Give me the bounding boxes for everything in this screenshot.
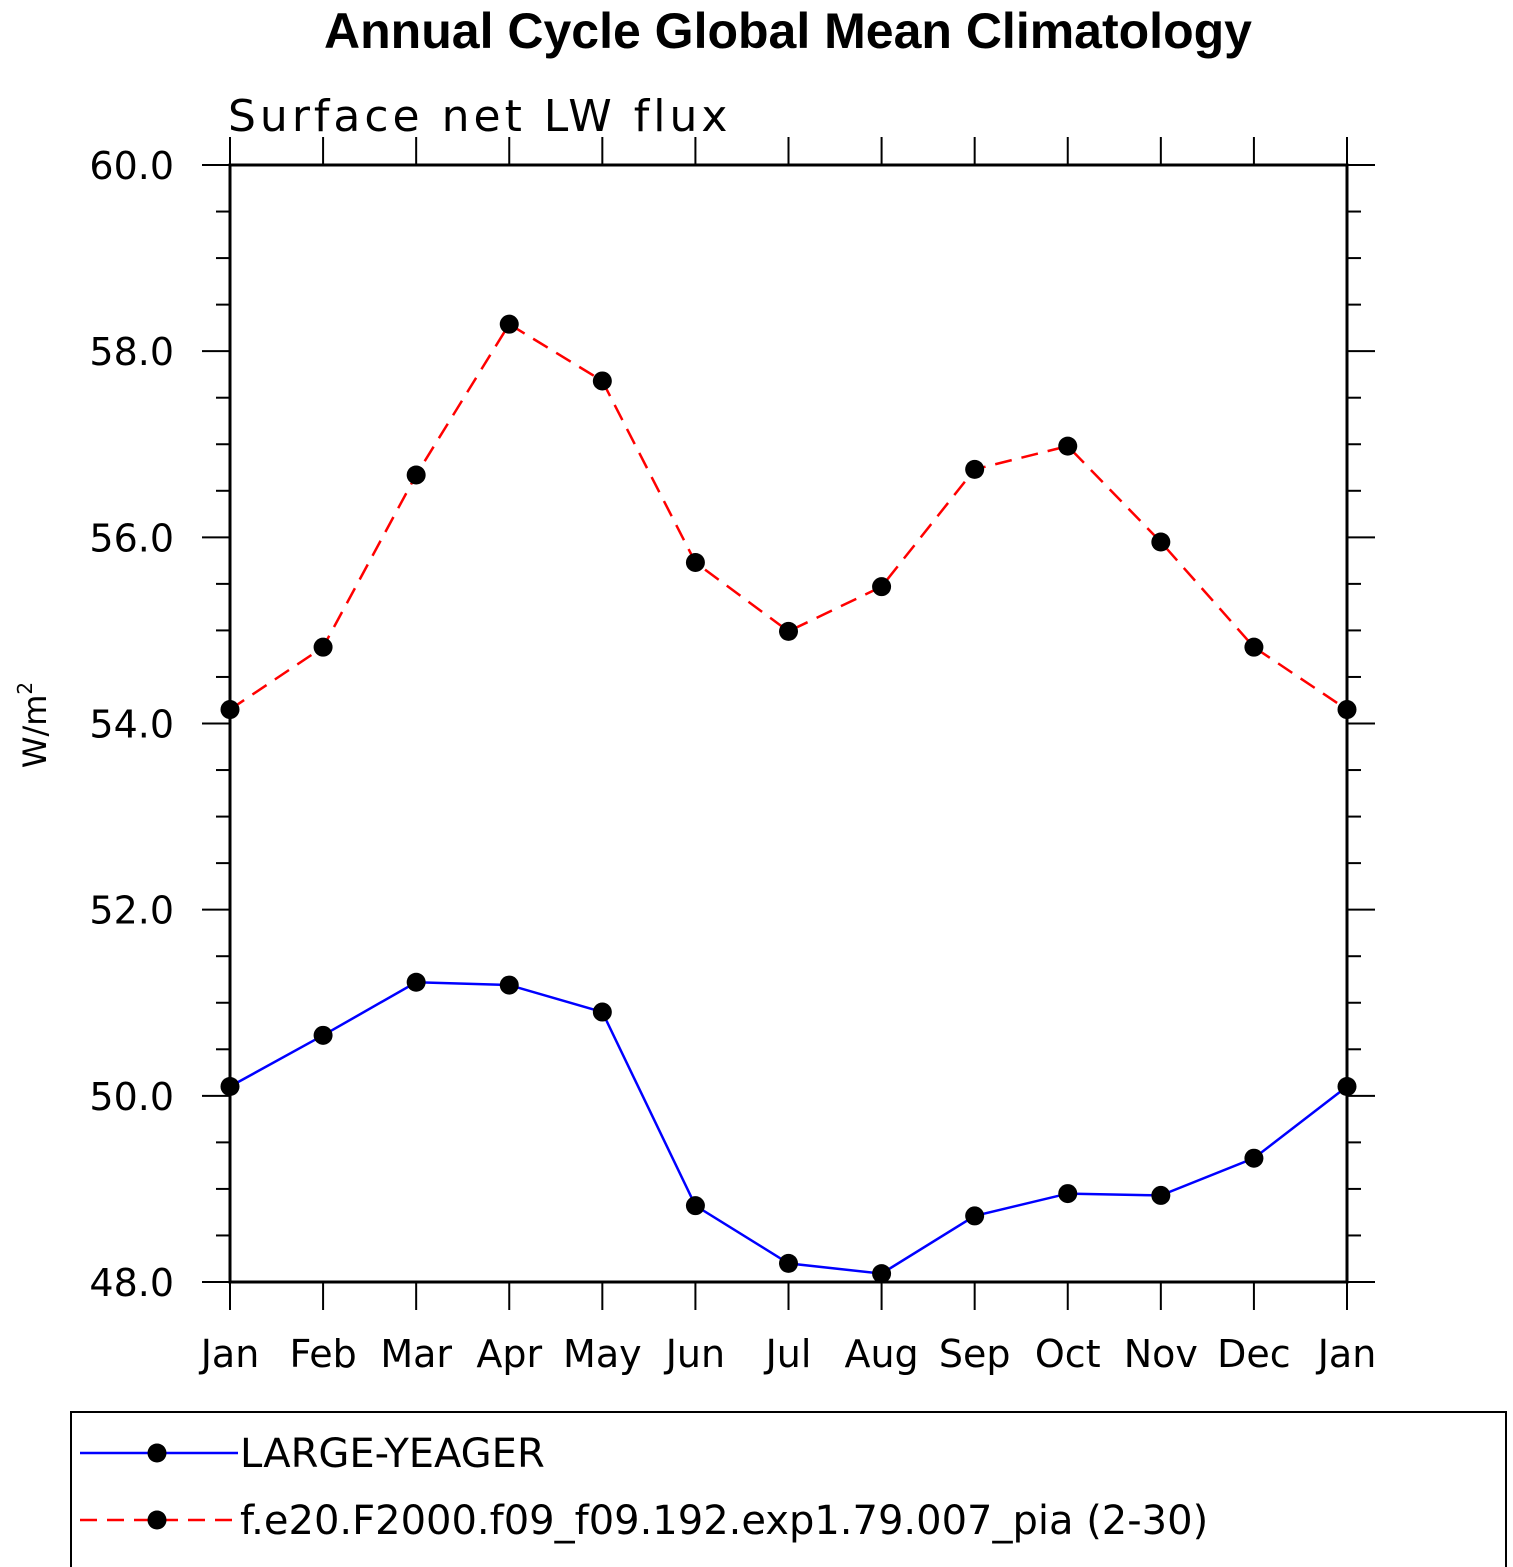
legend-label: f.e20.F2000.f09_f09.192.exp1.79.007_pia … [240, 1498, 1208, 1544]
chart-title: Annual Cycle Global Mean Climatology [324, 3, 1252, 59]
data-point [1058, 1184, 1078, 1204]
data-point [685, 552, 705, 572]
x-tick-label: Dec [1217, 1332, 1291, 1376]
axis-ticks [202, 137, 1375, 1310]
y-tick-label: 56.0 [89, 516, 174, 560]
data-point [685, 1196, 705, 1216]
data-point [220, 1077, 240, 1097]
data-point [592, 1002, 612, 1022]
data-point [1151, 1185, 1171, 1205]
data-point [499, 314, 519, 334]
legend-entry: f.e20.F2000.f09_f09.192.exp1.79.007_pia … [80, 1498, 1208, 1544]
series-line [229, 981, 1348, 1275]
data-point [499, 975, 519, 995]
x-tick-label: Apr [476, 1332, 542, 1376]
x-tick-label: Aug [844, 1332, 918, 1376]
data-point [1244, 1148, 1264, 1168]
x-tick-label: Jan [199, 1332, 260, 1376]
data-point [313, 637, 333, 657]
x-tick-label: Jun [664, 1332, 725, 1376]
x-tick-label: Nov [1124, 1332, 1198, 1376]
legend-marker [147, 1443, 167, 1463]
x-tick-label: Feb [289, 1332, 356, 1376]
x-tick-labels: Jan Feb Mar Apr May Jun Jul Aug Sep Oct Nov Dec Jan [199, 1332, 1377, 1376]
x-tick-label: Mar [380, 1332, 452, 1376]
y-axis-label-text: W/m [16, 695, 54, 769]
legend-marker [147, 1510, 167, 1530]
series-0 [220, 972, 1357, 1284]
y-axis-label-superscript: 2 [13, 682, 37, 695]
data-point [406, 465, 426, 485]
legend-label: LARGE-YEAGER [240, 1431, 545, 1477]
data-point [313, 1025, 333, 1045]
chart-subtitle: Surface net LW flux [228, 91, 731, 142]
x-tick-label: Sep [939, 1332, 1011, 1376]
data-point [872, 1264, 892, 1284]
series-1 [220, 314, 1357, 720]
data-point [406, 972, 426, 992]
series-line [229, 322, 1348, 711]
x-tick-label: Jul [764, 1332, 812, 1376]
y-tick-label: 48.0 [89, 1261, 174, 1305]
data-point [779, 1253, 798, 1273]
legend-entry: LARGE-YEAGER [80, 1431, 545, 1477]
data-point [779, 621, 798, 641]
x-tick-label: Oct [1035, 1332, 1101, 1376]
data-point [1151, 532, 1171, 552]
data-point [965, 459, 985, 479]
y-axis-label: W/m2 [13, 682, 54, 768]
data-point [1244, 637, 1264, 657]
legend-box [70, 1411, 1507, 1567]
x-tick-label: Jan [1316, 1332, 1377, 1376]
y-tick-label: 50.0 [89, 1075, 174, 1119]
data-point [872, 577, 892, 597]
y-tick-labels: 48.0 50.0 52.0 54.0 56.0 58.0 60.0 [89, 144, 174, 1305]
series-layer [220, 314, 1357, 1284]
data-point [592, 371, 612, 391]
legend: LARGE-YEAGER f.e20.F2000.f09_f09.192.exp1… [80, 1431, 1208, 1544]
svg-text:W/m2: W/m2 [13, 682, 54, 768]
data-point [1337, 700, 1357, 720]
y-tick-label: 54.0 [89, 703, 174, 747]
x-tick-label: May [563, 1332, 642, 1376]
y-tick-label: 58.0 [89, 330, 174, 374]
data-point [220, 700, 240, 720]
data-point [965, 1206, 985, 1226]
data-point [1058, 436, 1078, 456]
data-point [1337, 1077, 1357, 1097]
plot-frame [228, 163, 1349, 1284]
y-tick-label: 52.0 [89, 889, 174, 933]
y-tick-label: 60.0 [89, 144, 174, 188]
